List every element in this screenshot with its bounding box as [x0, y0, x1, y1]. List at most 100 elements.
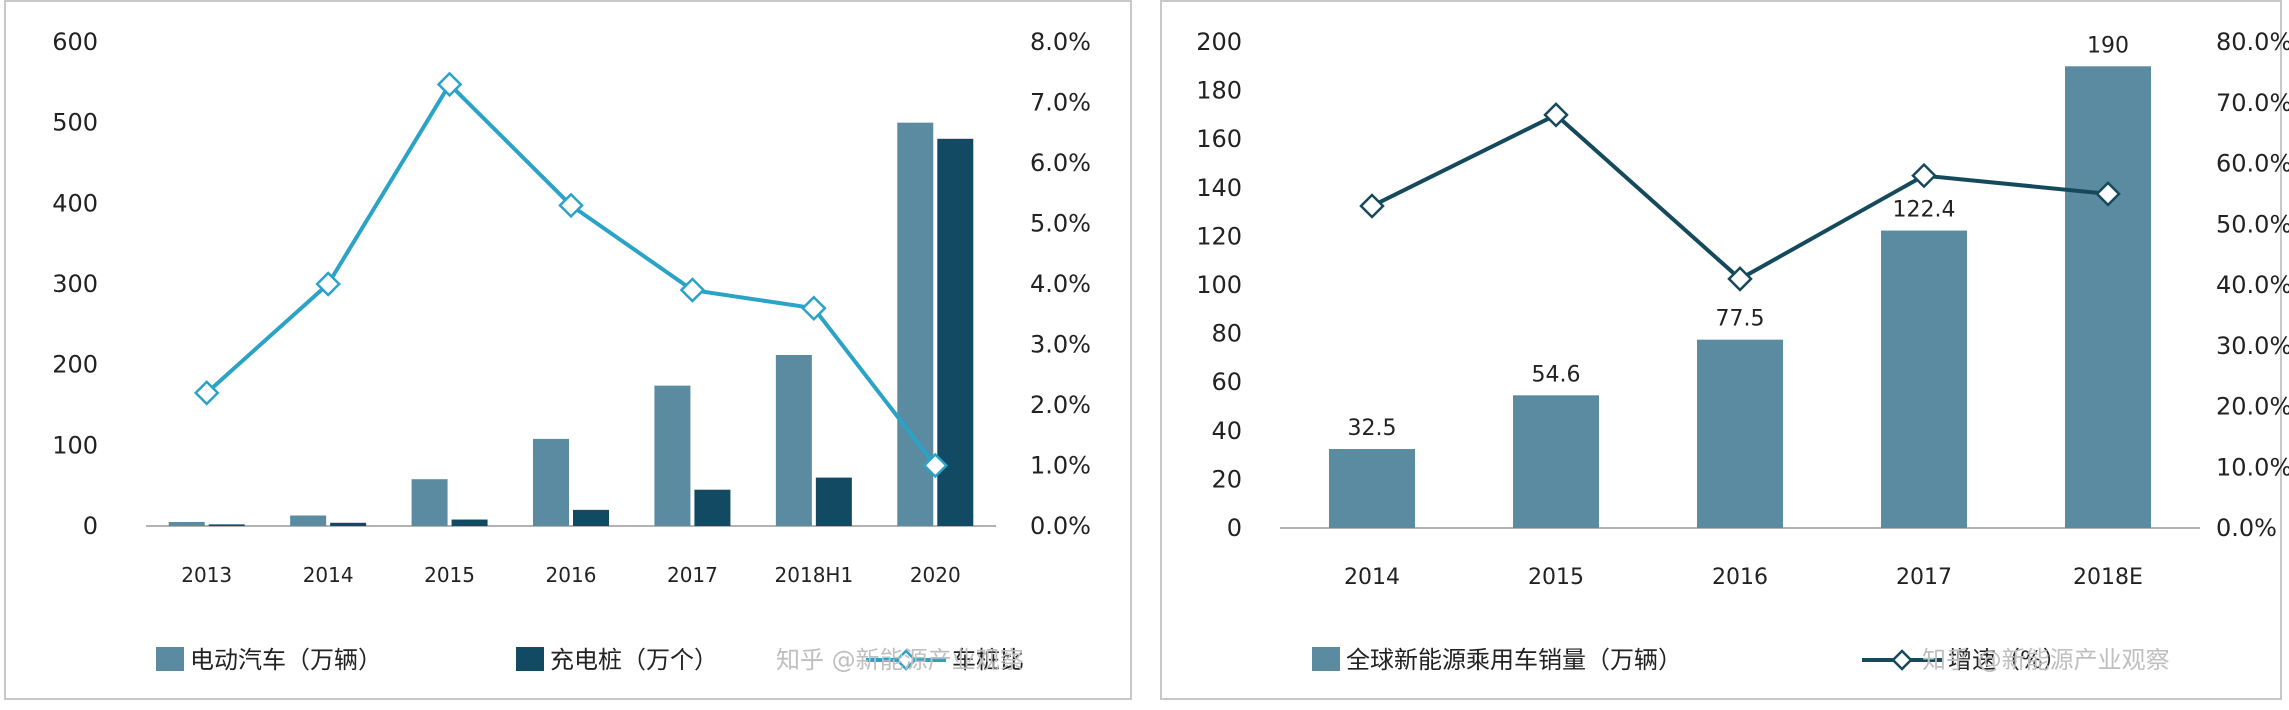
line-point-marker	[558, 192, 584, 219]
line-point-marker	[2095, 181, 2121, 207]
y-right-tick-label: 6.0%	[1030, 149, 1091, 177]
y-left-tick-label: 0	[83, 512, 98, 540]
y-right-tick-label: 20.0%	[2216, 393, 2289, 421]
bar	[1697, 339, 1783, 528]
y-right-tick-label: 40.0%	[2216, 271, 2289, 299]
line-point-marker	[1911, 162, 1937, 189]
y-right-tick-label: 10.0%	[2216, 453, 2289, 481]
y-left-tick-label: 300	[52, 270, 98, 298]
y-right-tick-label: 30.0%	[2216, 332, 2289, 360]
series-line	[205, 81, 937, 467]
x-tick-label: 2015	[1528, 565, 1584, 590]
line-point-marker	[193, 380, 220, 406]
y-right-tick-label: 2.0%	[1030, 391, 1091, 419]
legend-marker	[1891, 649, 1913, 671]
line-point-marker	[436, 71, 463, 98]
y-left-tick-label: 200	[1196, 28, 1242, 56]
watermark-text: 知乎 @新能源产业观察	[1922, 646, 2170, 674]
y-right-tick-label: 3.0%	[1030, 331, 1091, 359]
bar	[1881, 230, 1967, 528]
y-left-tick-label: 120	[1196, 222, 1242, 250]
y-left-tick-label: 0	[1227, 514, 1242, 542]
bar	[208, 524, 245, 526]
legend-swatch	[1312, 647, 1340, 671]
y-right-tick-label: 8.0%	[1030, 28, 1091, 56]
legend-label: 车桩比	[952, 646, 1024, 674]
legend-swatch	[156, 647, 184, 671]
bar	[330, 522, 367, 526]
line-point-marker	[1359, 193, 1385, 219]
line-point-marker	[922, 452, 949, 479]
bar	[411, 479, 448, 526]
y-right-tick-label: 80.0%	[2216, 28, 2289, 56]
legend-label: 增速（%）	[1948, 646, 2067, 674]
legend-label: 电动汽车（万辆）	[190, 646, 382, 674]
x-tick-label: 2020	[910, 563, 961, 587]
y-right-tick-label: 50.0%	[2216, 210, 2289, 238]
y-right-tick-label: 4.0%	[1030, 270, 1091, 298]
ev-charging-chart: 0 100 200 300 400 500 600 0.0% 1.0% 2.0% 3.0% 4.0% 5…	[52, 28, 1091, 674]
watermark-text: 知乎 @新能源产业观察	[776, 646, 1024, 674]
data-label: 122.4	[1893, 198, 1956, 223]
data-label: 32.5	[1348, 416, 1397, 441]
line-point-marker	[1543, 102, 1569, 128]
chart-panel-global-sales: 0 20 40 60 80 100 120 140 160 180 200 0.0% 10.0% 20.0…	[1160, 0, 2289, 700]
bar	[290, 515, 327, 526]
y-left-tick-label: 80	[1211, 320, 1242, 348]
bar	[1329, 449, 1415, 528]
y-left-tick-label: 500	[52, 109, 98, 137]
y-right-tick-label: 60.0%	[2216, 150, 2289, 178]
data-label: 77.5	[1716, 307, 1765, 332]
y-left-tick-label: 400	[52, 189, 98, 217]
bar	[573, 509, 609, 526]
x-tick-label: 2013	[181, 563, 232, 587]
y-right-tick-label: 0.0%	[1030, 512, 1091, 540]
bar	[533, 438, 569, 526]
x-tick-label: 2015	[424, 563, 475, 587]
data-label: 190	[2087, 33, 2129, 58]
y-left-tick-label: 600	[52, 28, 98, 56]
bar	[654, 385, 691, 526]
bar	[1513, 395, 1599, 528]
y-right-tick-label: 0.0%	[2216, 514, 2277, 542]
y-left-tick-label: 60	[1211, 368, 1242, 396]
bar	[815, 477, 852, 526]
y-left-tick-label: 140	[1196, 174, 1242, 202]
legend-marker	[895, 649, 917, 671]
global-sales-chart: 0 20 40 60 80 100 120 140 160 180 200 0.0% 10.0% 20.0…	[1196, 28, 2289, 674]
chart-panel-ev-charging: 0 100 200 300 400 500 600 0.0% 1.0% 2.0% 3.0% 4.0% 5…	[4, 0, 1132, 700]
bar	[451, 519, 488, 526]
bar	[694, 489, 731, 526]
y-right-tick-label: 70.0%	[2216, 89, 2289, 117]
data-label: 54.6	[1532, 362, 1581, 387]
y-left-tick-label: 180	[1196, 77, 1242, 105]
x-tick-label: 2014	[303, 563, 354, 587]
x-tick-label: 2017	[1896, 565, 1952, 590]
x-tick-label: 2016	[546, 563, 597, 587]
line-point-marker	[1727, 266, 1753, 292]
legend-label: 充电桩（万个）	[550, 646, 718, 674]
series-line	[1371, 112, 2109, 282]
y-left-tick-label: 100	[52, 431, 98, 459]
y-left-tick-label: 100	[1196, 271, 1242, 299]
x-tick-label: 2018H1	[775, 563, 854, 587]
y-left-tick-label: 20	[1211, 465, 1242, 493]
y-right-tick-label: 5.0%	[1030, 210, 1091, 238]
bar	[2065, 66, 2151, 529]
line-point-marker	[315, 271, 341, 297]
y-left-tick-label: 160	[1196, 125, 1242, 153]
y-right-tick-label: 1.0%	[1030, 452, 1091, 480]
bar	[897, 122, 934, 527]
x-tick-label: 2017	[667, 563, 718, 587]
x-tick-label: 2016	[1712, 565, 1768, 590]
line-point-marker	[679, 277, 706, 303]
y-left-tick-label: 40	[1211, 417, 1242, 445]
line-point-marker	[801, 295, 827, 321]
x-tick-label: 2018E	[2073, 565, 2143, 590]
y-right-tick-label: 7.0%	[1030, 89, 1091, 117]
bar	[168, 521, 205, 526]
x-tick-label: 2014	[1344, 565, 1400, 590]
legend-swatch	[516, 647, 544, 671]
bar	[775, 354, 812, 526]
legend-label: 全球新能源乘用车销量（万辆）	[1346, 646, 1682, 674]
